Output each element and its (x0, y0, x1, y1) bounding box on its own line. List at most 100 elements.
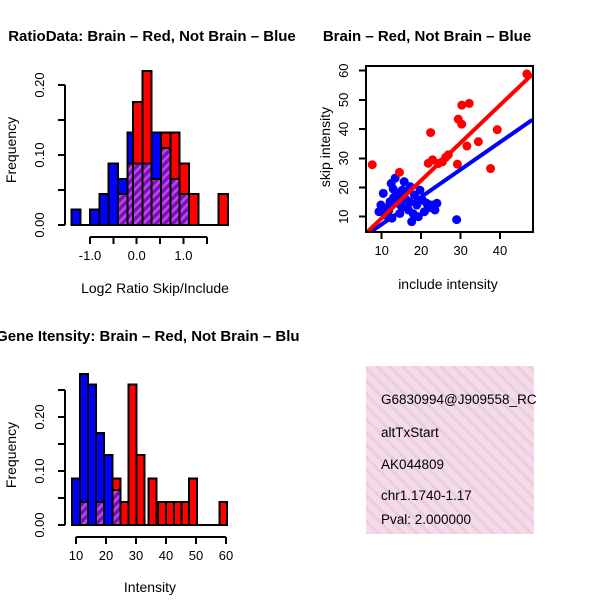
regression-lines (366, 72, 533, 232)
overlap-hist-bar (78, 500, 90, 526)
red-hist-bar (172, 500, 183, 526)
intensity-scatter-title: Brain – Red, Not Brain – Blue (323, 28, 531, 45)
gene-info-accession: AK044809 (381, 457, 444, 472)
brain-point (464, 98, 474, 108)
not-brain-point (378, 188, 388, 198)
y-tick-label: 20 (336, 180, 351, 194)
brain-point (457, 100, 467, 110)
brain-point (452, 159, 462, 169)
brain-point (394, 167, 404, 177)
ratio-histogram-ylabel: Frequency (3, 117, 19, 183)
gene-info-event-type: altTxStart (381, 425, 439, 440)
blue-hist-bar (103, 453, 114, 526)
x-tick-label: 20 (414, 243, 428, 258)
not-brain-point (407, 217, 417, 227)
gene-intensity-histogram-xlabel: Intensity (124, 579, 176, 595)
y-tick-label: 50 (336, 93, 351, 107)
blue-hist-bar (70, 477, 81, 526)
not-brain-point (399, 177, 409, 187)
x-tick-label: 60 (219, 548, 233, 563)
brain-point (367, 160, 377, 170)
intensity-scatter-xlabel: include intensity (398, 276, 498, 292)
overlap-hist-bar (141, 162, 153, 226)
intensity-scatter-ylabel: skip intensity (317, 107, 333, 187)
plot-box (365, 65, 534, 233)
x-tick-label: 30 (129, 548, 143, 563)
red-hist-bar (157, 500, 167, 526)
blue-hist-bar (107, 162, 120, 226)
gene-intensity-histogram-ylabel: Frequency (3, 422, 19, 488)
x-tick-label: 30 (453, 243, 467, 258)
x-tick-label: 1.0 (174, 248, 192, 263)
red-hist-bar (135, 453, 146, 526)
gene-intensity-histogram-dynamic: 0.00 0.10 0.20 10 20 30 40 50 60 (32, 372, 233, 563)
overlap-hist-bar (117, 193, 129, 226)
ratio-histogram-xlabel: Log2 Ratio Skip/Include (81, 280, 229, 296)
brain-point (486, 164, 496, 174)
y-tick-label: 60 (336, 63, 351, 77)
brain-point (426, 128, 436, 138)
gene-info-box (366, 366, 534, 534)
brain-point (462, 141, 472, 151)
ratio-histogram-plot: 0.00 0.10 0.20 -1.0 0.0 1.0 RatioData: Brain … (3, 28, 296, 296)
panel-gene-info: G6830994@J909558_RC altTxStart AK044809 … (300, 300, 600, 600)
blue-hist-bar (89, 208, 101, 227)
blue-hist-bar (98, 193, 110, 226)
ratio-histogram-title: RatioData: Brain – Red, Not Brain – Blue (8, 28, 296, 45)
brain-point (492, 125, 502, 135)
blue-hist-bar (70, 208, 82, 227)
overlap-hist-bar (111, 488, 122, 526)
gene-info-plot: G6830994@J909558_RC altTxStart AK044809 … (366, 366, 537, 534)
intensity-scatter-dynamic: 10 20 30 40 10 20 30 40 50 60 (336, 63, 534, 258)
panel-gene-intensity-histogram: 0.00 0.10 0.20 10 20 30 40 50 60 Gene Itensity: … (0, 300, 300, 600)
y-tick-label: 0.20 (32, 72, 47, 97)
brain-point (473, 137, 483, 147)
x-tick-label: 40 (159, 548, 173, 563)
gene-info-pval: Pval: 2.000000 (381, 512, 471, 527)
overlap-hist-bar (178, 193, 191, 226)
x-tick-label: 20 (99, 548, 113, 563)
not-brain-point (415, 185, 425, 195)
y-tick-label: 0.10 (32, 142, 47, 167)
not-brain-point (413, 212, 423, 222)
ratio-histogram-dynamic: 0.00 0.10 0.20 -1.0 0.0 1.0 (32, 70, 229, 263)
scatter-points (367, 69, 532, 227)
blue-hist-bar (87, 383, 98, 526)
x-tick-label: 10 (69, 548, 83, 563)
overlap-hist-bar (169, 177, 181, 227)
red-hist-bar (147, 477, 158, 526)
x-tick-label: -1.0 (79, 248, 101, 263)
y-tick-label: 0.10 (32, 458, 47, 483)
x-tick-label: 40 (493, 243, 507, 258)
x-tick-label: 0.0 (128, 248, 146, 263)
y-tick-label: 0.20 (32, 404, 47, 429)
overlap-hist-bar (150, 177, 162, 227)
red-hist-bar (165, 500, 175, 526)
y-tick-label: 0.00 (32, 512, 47, 537)
red-hist-bar (188, 193, 200, 226)
red-hist-bar (218, 500, 229, 526)
panel-intensity-scatter: 10 20 30 40 10 20 30 40 50 60 Brain – Red, Not Br… (300, 0, 600, 300)
not-brain-point (432, 198, 442, 208)
overlap-hist-bar (159, 147, 172, 226)
intensity-scatter-plot: 10 20 30 40 10 20 30 40 50 60 Brain – Red, Not Br… (317, 28, 534, 292)
red-hist-bar (188, 477, 199, 526)
y-tick-label: 10 (336, 209, 351, 223)
red-hist-bar (180, 500, 191, 526)
not-brain-point (452, 215, 462, 225)
x-tick-label: 50 (189, 548, 203, 563)
panel-ratio-histogram: 0.00 0.10 0.20 -1.0 0.0 1.0 RatioData: Brain … (0, 0, 300, 300)
y-tick-label: 30 (336, 151, 351, 165)
gene-info-locus: chr1.1740-1.17 (381, 488, 472, 503)
gene-info-probe-id: G6830994@J909558_RC (381, 392, 537, 407)
gene-intensity-histogram-plot: 0.00 0.10 0.20 10 20 30 40 50 60 Gene Itensity: … (0, 328, 300, 595)
overlap-hist-bar (131, 162, 144, 226)
brain-point (457, 119, 467, 129)
not-brain-regression-line (367, 118, 533, 232)
red-hist-bar (127, 383, 138, 526)
red-hist-bar (119, 500, 130, 526)
gene-intensity-histogram-title: Gene Itensity: Brain – Red, Not Brain – … (0, 328, 300, 345)
overlap-hist-bar (95, 500, 106, 526)
y-tick-label: 40 (336, 122, 351, 136)
